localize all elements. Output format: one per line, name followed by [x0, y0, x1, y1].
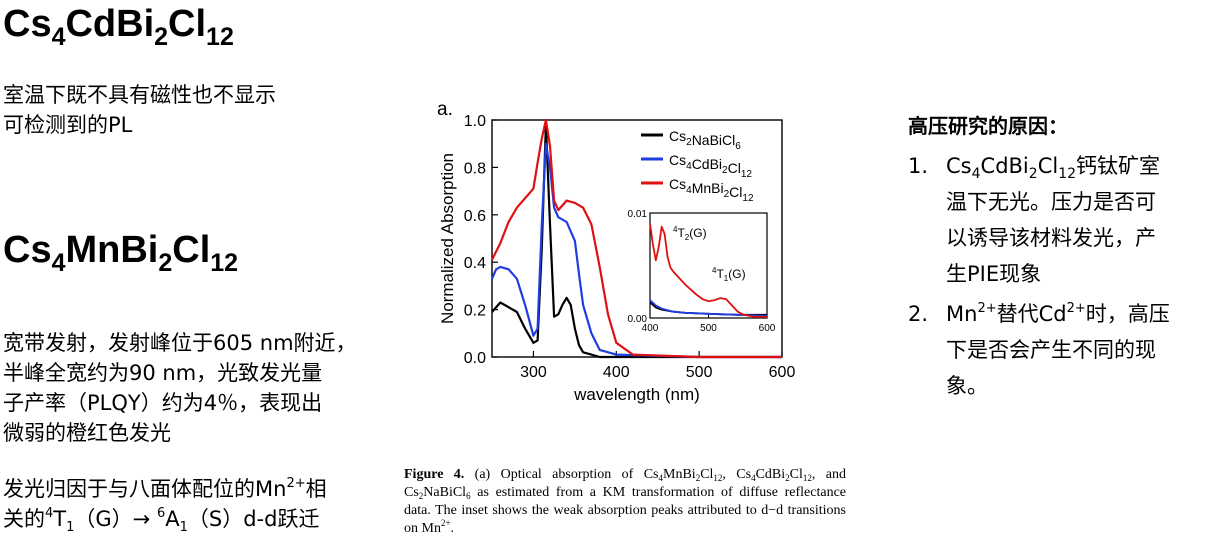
x-tick-label: 300 — [520, 364, 547, 381]
x-axis-label: wavelength (nm) — [573, 385, 700, 404]
list-item-2: 2. Mn2+替代Cd2+时，高压 下是否会产生不同的现 象。 — [908, 301, 1170, 398]
y-tick-label: 1.0 — [464, 113, 486, 130]
legend-label: Cs2NaBiCl6 — [669, 128, 741, 152]
x-tick-label: 600 — [769, 364, 796, 381]
absorption-figure: a. 300 400 500 600 0.0 0.2 0.4 0.6 0.8 1.0 wavelen… — [400, 95, 820, 429]
series-line-Cs4MnBi2Cl12 — [491, 118, 782, 359]
legend-label: Cs4CdBi2Cl12 — [669, 152, 752, 180]
panel-label: a. — [437, 99, 453, 120]
figure-caption: Figure 4. (a) Optical absorption of Cs4M… — [404, 467, 847, 536]
paragraph-transition: 发光归因于与八面体配位的Mn2+相 关的4T1（G）→ 6A1（S）d-d跃迁 — [3, 476, 327, 535]
x-tick-label: 500 — [686, 364, 713, 381]
list-item-1: 1. Cs4CdBi2Cl12钙钛矿室 温下无光。压力是否可 以诱导该材料发光，… — [908, 154, 1161, 286]
inset-series-line-Cs4CdBi2Cl12 — [649, 299, 768, 317]
absorption-chart: a. 300 400 500 600 0.0 0.2 0.4 0.6 0.8 1.0 wavelen… — [437, 99, 796, 404]
title-cs4cdbi2cl12: Cs4CdBi2Cl12 — [3, 3, 234, 51]
inset-series-line-Cs4MnBi2Cl12 — [649, 223, 767, 318]
research-reasons-heading: 高压研究的原因： — [908, 114, 1068, 138]
inset-frame — [649, 212, 768, 319]
x-tick-label: 400 — [603, 364, 630, 381]
inset-x-tick-label: 500 — [700, 323, 717, 334]
y-axis-label: Normalized Absorption — [438, 153, 457, 324]
legend-label: Cs4MnBi2Cl12 — [669, 176, 754, 204]
inset-annotation: 4T2(G) — [673, 225, 707, 242]
inset-annotation: 4T1(G) — [712, 266, 746, 283]
title-cs4mnbi2cl12: Cs4MnBi2Cl12 — [3, 229, 239, 277]
y-tick-label: 0.0 — [464, 350, 486, 367]
series-line-Cs2NaBiCl6 — [491, 123, 782, 359]
y-tick-label: 0.4 — [464, 255, 486, 272]
y-tick-label: 0.2 — [464, 303, 486, 320]
inset-y-tick-label: 0.01 — [628, 209, 648, 220]
inset-x-tick-label: 400 — [642, 323, 659, 334]
paragraph-cd-compound: 室温下既不具有磁性也不显示 可检测到的PL — [3, 83, 276, 137]
y-tick-label: 0.8 — [464, 160, 486, 177]
inset-y-tick-label: 0.00 — [628, 314, 648, 325]
inset-x-tick-label: 600 — [759, 323, 776, 334]
reasons-list: 1. Cs4CdBi2Cl12钙钛矿室 温下无光。压力是否可 以诱导该材料发光，… — [908, 148, 1208, 404]
y-tick-label: 0.6 — [464, 208, 486, 225]
paragraph-emission: 宽带发射，发射峰位于605 nm附近， 半峰全宽约为90 nm，光致发光量 子产… — [3, 331, 357, 445]
